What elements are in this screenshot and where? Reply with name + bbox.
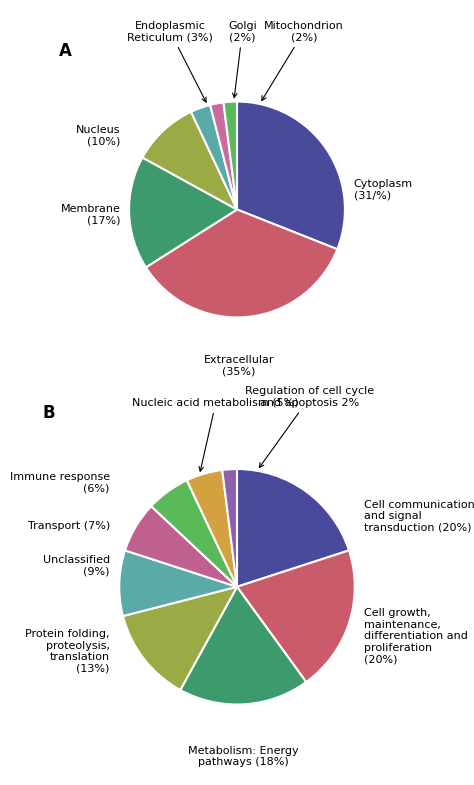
Wedge shape [146,210,337,317]
Wedge shape [237,550,355,682]
Text: Extracellular
(35%): Extracellular (35%) [204,356,274,377]
Text: Mitochondrion
(2%): Mitochondrion (2%) [262,20,344,100]
Text: Golgi
(2%): Golgi (2%) [228,20,257,97]
Wedge shape [119,550,237,616]
Text: B: B [43,404,55,422]
Text: Nucleic acid metabolism (5%): Nucleic acid metabolism (5%) [133,398,299,471]
Text: Nucleus
(10%): Nucleus (10%) [76,126,120,147]
Wedge shape [180,587,306,704]
Text: Endoplasmic
Reticulum (3%): Endoplasmic Reticulum (3%) [127,20,213,102]
Wedge shape [123,587,237,690]
Wedge shape [187,470,237,587]
Wedge shape [129,158,237,268]
Text: Cell growth,
maintenance,
differentiation and
proliferation
(20%): Cell growth, maintenance, differentiatio… [364,608,468,664]
Text: Unclassified
(9%): Unclassified (9%) [43,555,110,576]
Wedge shape [223,101,237,210]
Wedge shape [222,469,237,587]
Text: Protein folding,
proteolysis,
translation
(13%): Protein folding, proteolysis, translatio… [25,629,110,674]
Text: Metabolism: Energy
pathways (18%): Metabolism: Energy pathways (18%) [188,746,298,768]
Wedge shape [237,469,349,587]
Wedge shape [151,480,237,587]
Text: Immune response
(6%): Immune response (6%) [9,473,110,494]
Text: Membrane
(17%): Membrane (17%) [61,204,120,226]
Text: Regulation of cell cycle
and apoptosis 2%: Regulation of cell cycle and apoptosis 2… [246,386,374,468]
Wedge shape [142,111,237,210]
Wedge shape [125,506,237,587]
Text: Transport (7%): Transport (7%) [27,520,110,531]
Text: Cell communication
and signal
transduction (20%): Cell communication and signal transducti… [364,499,474,533]
Wedge shape [237,101,345,249]
Text: A: A [59,42,72,60]
Text: Cytoplasm
(31/%): Cytoplasm (31/%) [354,179,413,201]
Wedge shape [210,102,237,210]
Wedge shape [191,105,237,210]
